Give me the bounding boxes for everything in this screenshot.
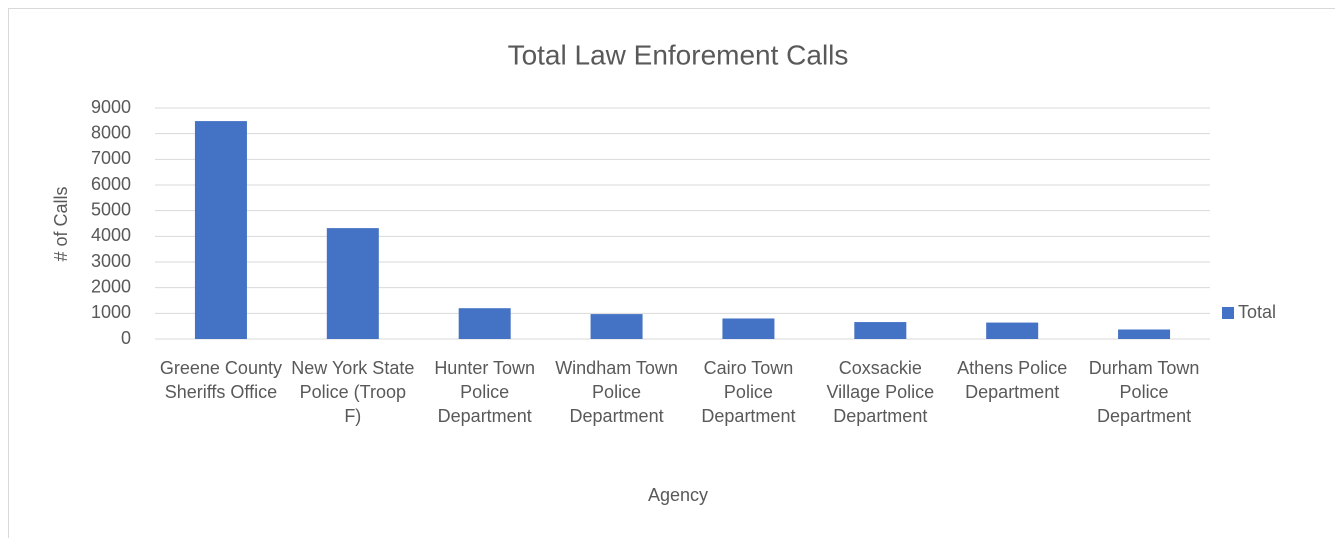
bar — [1118, 329, 1171, 339]
y-tick-label: 1000 — [91, 302, 131, 322]
x-tick-label: Coxsackie Village Police Department — [826, 358, 935, 426]
bar — [194, 121, 247, 339]
y-tick-label: 0 — [121, 328, 131, 348]
y-tick-label: 6000 — [91, 174, 131, 194]
bar — [722, 318, 775, 339]
y-tick-label: 5000 — [91, 199, 131, 219]
legend-label: Total — [1238, 302, 1276, 322]
y-tick-label: 7000 — [91, 148, 131, 168]
bar — [854, 322, 907, 339]
x-tick-label: New York State Police (Troop F) — [291, 358, 415, 426]
y-tick-label: 4000 — [91, 225, 131, 245]
y-axis-label: # of Calls — [51, 186, 71, 261]
x-tick-label: Greene County Sheriffs Office — [159, 358, 282, 402]
bar — [326, 228, 379, 339]
y-tick-label: 2000 — [91, 276, 131, 296]
x-tick-label: Athens Police Department — [957, 358, 1068, 402]
x-axis-label: Agency — [648, 485, 708, 505]
x-tick-label: Cairo Town Police Department — [701, 358, 796, 426]
bar — [458, 308, 511, 339]
legend-swatch — [1222, 307, 1234, 319]
x-tick-label: Windham Town Police Department — [555, 358, 678, 426]
y-tick-label: 9000 — [91, 97, 131, 117]
chart-title: Total Law Enforement Calls — [508, 39, 849, 70]
x-tick-label: Durham Town Police Department — [1088, 358, 1200, 426]
y-tick-label: 8000 — [91, 122, 131, 142]
bar — [986, 322, 1039, 339]
x-tick-label: Hunter Town Police Department — [434, 358, 536, 426]
y-tick-label: 3000 — [91, 251, 131, 271]
bar — [590, 314, 643, 339]
chart-border — [8, 8, 1335, 538]
